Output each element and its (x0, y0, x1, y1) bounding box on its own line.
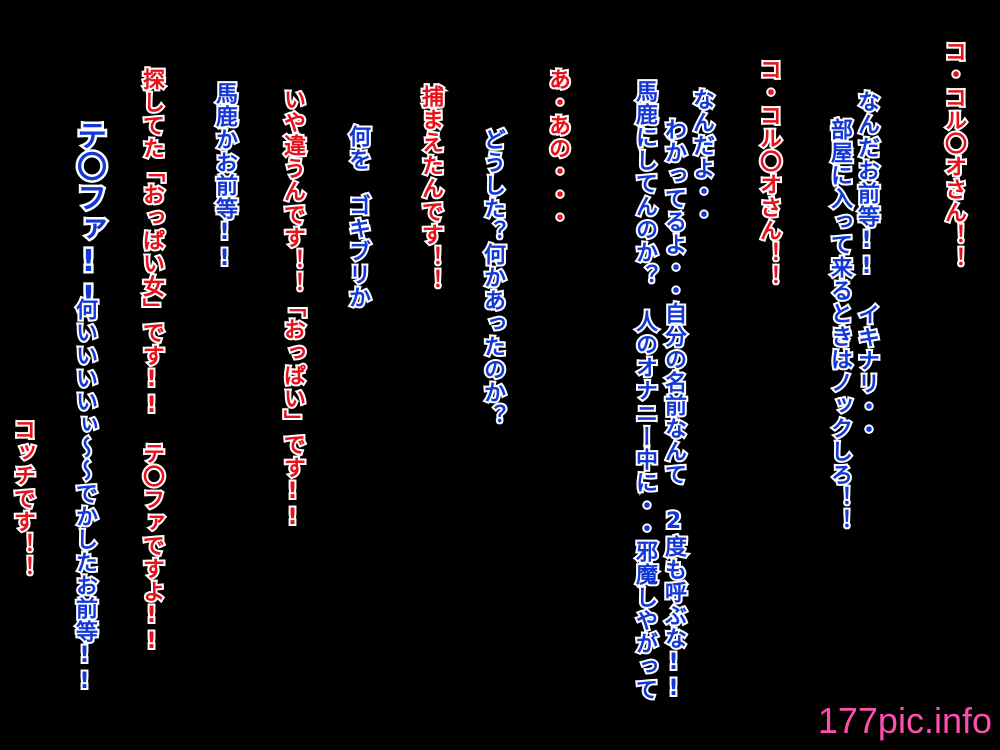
dialogue-line-10: 捕まえたんです！！ (416, 83, 445, 294)
dialogue-line-14: 探してた「おっぱい女」です!! テ〇ファですよ!! (137, 66, 166, 657)
dialogue-line-1: コ・コル〇オさん！！ (939, 38, 968, 272)
dialogue-line-8: あ・あの・・・ (543, 66, 572, 231)
dialogue-line-11: 何を ゴキブリか (343, 123, 372, 311)
dialogue-line-5: なんだよ・・ (687, 86, 716, 228)
dialogue-line-13: 馬鹿かお前等!! (210, 80, 239, 274)
dialogue-line-3: 部屋に入って来るときはノックしろ！！ (825, 116, 854, 534)
dialogue-line-9: どうした？何かあったのか？ (478, 126, 507, 429)
dialogue-line-12: いや違うんです！！「おっぱい」です!! (278, 86, 307, 533)
dialogue-line-17: コッチです！！ (8, 416, 37, 581)
dialogue-line-4: コ・コル〇オさん！！ (754, 56, 783, 290)
dialogue-line-2: なんだお前等!! イキナリ・・ (852, 88, 881, 443)
dialogue-line-16: 何いいいいぃ～～でかしたお前等!! (70, 296, 99, 697)
dialogue-line-6: わかってるよ・・自分の名前なんて 2度も呼ぶな!! (659, 116, 688, 704)
dialogue-line-7: 馬鹿にしてんのか？ 人のオナニー中に・・邪魔しやがって (630, 78, 659, 703)
watermark-text: 177pic.info (817, 700, 992, 741)
dialogue-line-15: テ〇ファ!! (69, 118, 109, 319)
